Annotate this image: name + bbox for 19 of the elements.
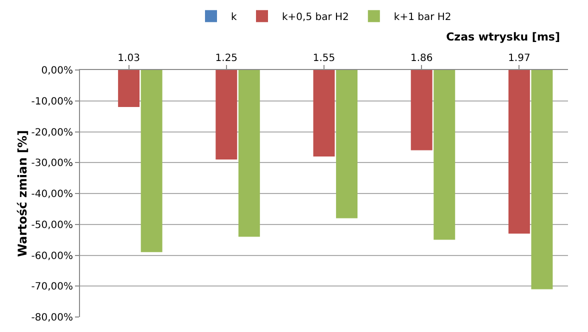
y-tick-label: -20,00% bbox=[31, 127, 73, 138]
x-tick-label: 1.55 bbox=[312, 53, 336, 64]
x-tick-label: 1.97 bbox=[508, 53, 530, 64]
legend-label: k+1 bar H2 bbox=[394, 12, 452, 24]
x-tick-label: 1.86 bbox=[410, 53, 433, 64]
x-axis-title: Czas wtrysku [ms] bbox=[446, 30, 560, 44]
y-tick-label: -50,00% bbox=[31, 220, 73, 231]
y-tick-label: 0,00% bbox=[41, 66, 73, 76]
y-tick-label: -70,00% bbox=[31, 282, 73, 293]
y-tick-label: -40,00% bbox=[31, 189, 73, 200]
y-axis-title: Wartość zmian [%] bbox=[15, 130, 30, 257]
y-tick-label: -80,00% bbox=[31, 312, 73, 324]
x-tick-label: 1.25 bbox=[215, 53, 238, 64]
y-tick-label: -60,00% bbox=[31, 250, 73, 262]
x-tick-label: 1.03 bbox=[118, 53, 140, 64]
legend-label: k+0,5 bar H2 bbox=[282, 12, 349, 24]
legend-label: k bbox=[231, 12, 237, 24]
y-tick-label: -10,00% bbox=[31, 96, 73, 108]
y-tick-label: -30,00% bbox=[31, 158, 73, 170]
